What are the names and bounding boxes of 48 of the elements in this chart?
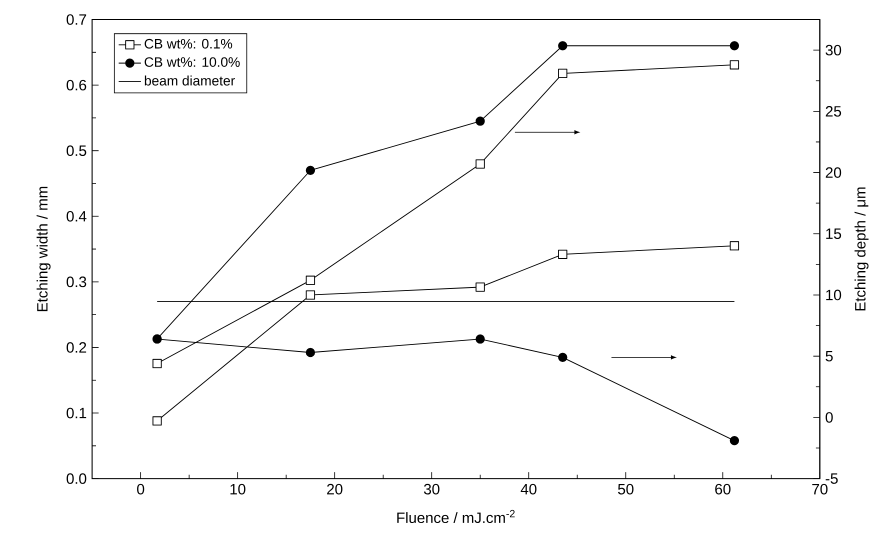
legend-label: CB wt%: 0.1% bbox=[144, 38, 232, 49]
y2-tick-label: 25 bbox=[826, 106, 842, 117]
point bbox=[306, 166, 316, 175]
y-tick-label: 0.0 bbox=[66, 473, 86, 484]
y2-tick-label: 30 bbox=[826, 44, 842, 56]
y-tick-label: 0.2 bbox=[66, 342, 86, 353]
y2-axis-title: Etching depth / μm bbox=[854, 187, 869, 310]
y-tick-label: 0.5 bbox=[66, 145, 86, 156]
y-tick-label: 0.6 bbox=[66, 80, 86, 90]
point bbox=[730, 41, 740, 50]
point bbox=[730, 436, 740, 446]
y-axis-title: Etching width / mm bbox=[36, 186, 51, 312]
x-tick-label: 30 bbox=[424, 484, 440, 494]
x-axis-title: Fluence / mJ.cm$^{-2}$ bbox=[397, 510, 515, 523]
legend-label: beam diameter bbox=[144, 75, 235, 86]
point bbox=[476, 282, 485, 292]
y-tick-label: 0.3 bbox=[66, 276, 86, 288]
x-tick-label: 50 bbox=[618, 484, 634, 494]
point bbox=[476, 116, 485, 126]
x-tick-label: 10 bbox=[230, 484, 246, 494]
point bbox=[306, 276, 316, 285]
point bbox=[558, 352, 568, 362]
y-tick-label: 0.7 bbox=[66, 14, 86, 25]
x-tick-label: 70 bbox=[812, 484, 828, 494]
y-tick-label: 0.4 bbox=[66, 210, 86, 222]
point bbox=[476, 159, 485, 169]
point bbox=[558, 68, 568, 78]
y2-tick-label: 15 bbox=[826, 228, 842, 239]
point bbox=[152, 416, 162, 426]
point bbox=[558, 41, 568, 50]
point bbox=[306, 348, 316, 358]
point bbox=[306, 290, 316, 300]
y2-tick-label: -5 bbox=[826, 473, 838, 484]
point bbox=[152, 358, 162, 368]
x-tick-label: 60 bbox=[715, 484, 731, 494]
y2-tick-label: 5 bbox=[826, 350, 833, 362]
y2-tick-label: 10 bbox=[826, 290, 842, 300]
point bbox=[730, 60, 740, 70]
x-tick-label: 20 bbox=[327, 484, 342, 494]
point bbox=[730, 241, 740, 250]
point bbox=[476, 334, 485, 344]
x-tick-label: 0 bbox=[137, 484, 144, 494]
y2-tick-label: 20 bbox=[826, 167, 842, 178]
x-tick-label: 40 bbox=[520, 484, 536, 494]
y2-tick-label: 0 bbox=[826, 412, 833, 423]
legend-label: CB wt%: 10.0% bbox=[144, 57, 240, 67]
y-tick-label: 0.1 bbox=[66, 408, 86, 418]
point bbox=[558, 250, 568, 259]
